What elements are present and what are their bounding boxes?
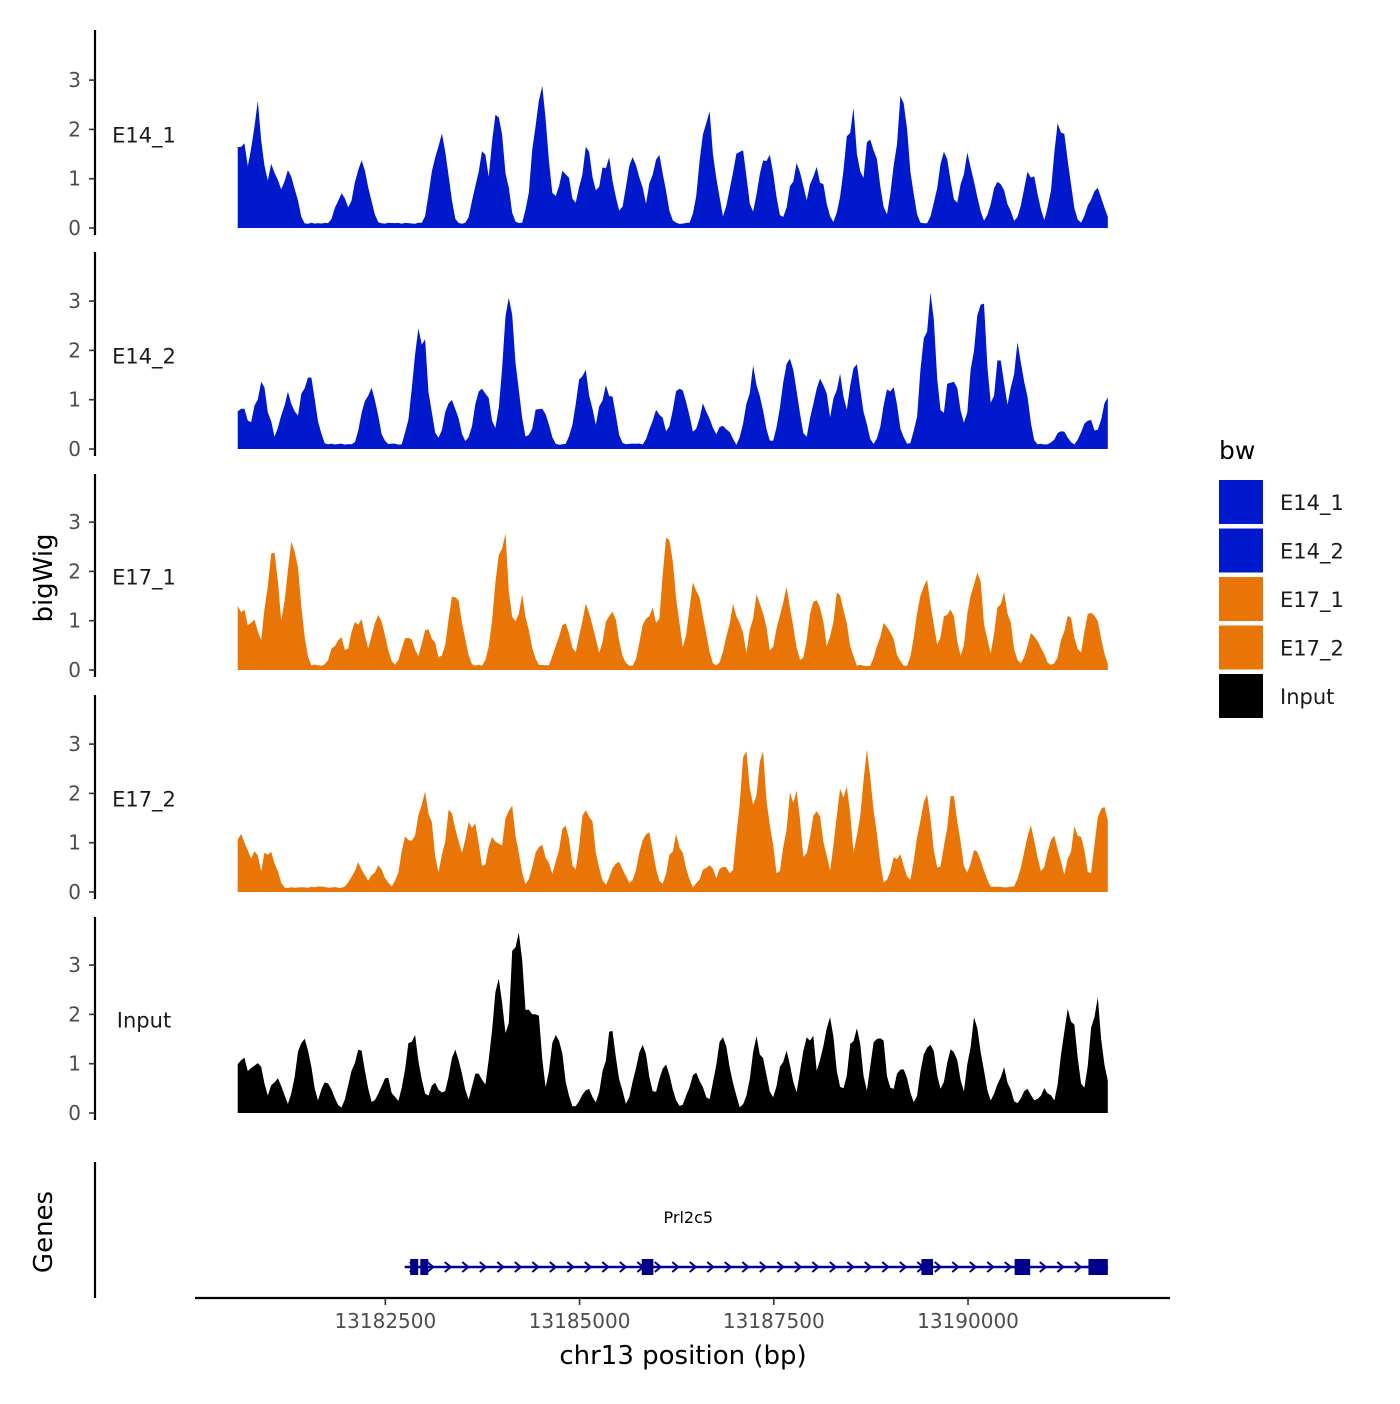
- legend-swatch-Input: [1219, 674, 1263, 718]
- strand-arrow: [741, 1261, 750, 1273]
- exon: [1014, 1259, 1031, 1275]
- strand-arrow: [846, 1261, 855, 1273]
- track-panel-E17_1: 0 1 2 3 E17_1: [68, 474, 1108, 682]
- strand-arrow: [444, 1261, 453, 1273]
- legend: E14_1 E14_2 E17_1 E17_2 Input: [1219, 480, 1344, 718]
- track-panel-E14_1: 0 1 2 3 E14_1: [68, 30, 1108, 240]
- strand-arrow: [549, 1261, 558, 1273]
- track-panel-E17_2: 0 1 2 3 E17_2: [68, 695, 1108, 904]
- strand-arrow: [1004, 1261, 1013, 1273]
- y-axis-title: bigWig: [29, 533, 59, 622]
- y-tick-label: 2: [68, 781, 81, 805]
- track-panel-E14_2: 0 1 2 3 E14_2: [68, 252, 1108, 461]
- exon: [410, 1259, 419, 1275]
- y-tick-label: 0: [68, 880, 81, 904]
- strand-arrow: [654, 1261, 663, 1273]
- signal-area-E14_1: [237, 86, 1108, 228]
- signal-area-E14_2: [237, 292, 1108, 449]
- legend-label-E17_2: E17_2: [1280, 637, 1344, 662]
- genes-axis-title: Genes: [29, 1191, 59, 1273]
- legend-swatch-E17_2: [1219, 625, 1263, 670]
- strand-arrow: [811, 1261, 820, 1273]
- y-tick-label: 0: [68, 658, 81, 682]
- strand-arrow: [759, 1261, 768, 1273]
- y-tick-label: 1: [68, 167, 81, 191]
- strand-arrow: [776, 1261, 785, 1273]
- legend-label-Input: Input: [1280, 685, 1334, 709]
- strand-arrow: [1056, 1261, 1065, 1273]
- strand-arrow: [706, 1261, 715, 1273]
- exon: [921, 1259, 934, 1275]
- y-tick-label: 1: [68, 831, 81, 855]
- legend-swatch-E17_1: [1219, 577, 1263, 621]
- legend-title: bw: [1219, 436, 1255, 465]
- strand-arrow: [514, 1261, 523, 1273]
- strand-arrow: [986, 1261, 995, 1273]
- track-label-E14_1: E14_1: [112, 123, 176, 148]
- strand-arrow: [531, 1261, 540, 1273]
- y-tick-label: 1: [68, 388, 81, 412]
- track-label-E17_2: E17_2: [112, 787, 176, 812]
- strand-arrow: [461, 1261, 470, 1273]
- y-tick-label: 2: [68, 1002, 81, 1026]
- y-tick-label: 2: [68, 117, 81, 141]
- track-label-E14_2: E14_2: [112, 344, 176, 369]
- strand-arrow: [619, 1261, 628, 1273]
- y-tick-label: 1: [68, 1052, 81, 1076]
- x-tick-label: 13190000: [917, 1309, 1019, 1333]
- strand-arrow: [951, 1261, 960, 1273]
- strand-arrow: [794, 1261, 803, 1273]
- signal-area-Input: [237, 932, 1108, 1113]
- gene-label: Prl2c5: [664, 1208, 714, 1227]
- strand-arrow: [671, 1261, 680, 1273]
- track-label-Input: Input: [117, 1008, 171, 1032]
- track-label-E17_1: E17_1: [112, 565, 176, 590]
- strand-arrow: [899, 1261, 908, 1273]
- exon: [420, 1259, 429, 1275]
- exon: [641, 1259, 654, 1275]
- y-tick-label: 0: [68, 216, 81, 240]
- x-axis-title: chr13 position (bp): [559, 1341, 806, 1371]
- track-panel-Input: 0 1 2 3 Input: [68, 917, 1108, 1125]
- y-tick-label: 0: [68, 437, 81, 461]
- y-tick-label: 2: [68, 559, 81, 583]
- legend-label-E14_2: E14_2: [1280, 540, 1344, 565]
- y-tick-label: 1: [68, 609, 81, 633]
- legend-label-E17_1: E17_1: [1280, 588, 1344, 613]
- legend-label-E14_1: E14_1: [1280, 491, 1344, 516]
- x-tick-label: 13187500: [723, 1309, 825, 1333]
- x-tick-label: 13182500: [334, 1309, 436, 1333]
- strand-arrow: [1074, 1261, 1083, 1273]
- y-tick-label: 3: [68, 732, 81, 756]
- x-tick-label: 13185000: [529, 1309, 631, 1333]
- y-tick-label: 3: [68, 68, 81, 92]
- y-tick-label: 3: [68, 953, 81, 977]
- legend-swatch-E14_2: [1219, 528, 1263, 573]
- strand-arrow: [829, 1261, 838, 1273]
- strand-arrow: [1039, 1261, 1048, 1273]
- exon: [1088, 1259, 1108, 1275]
- strand-arrow: [584, 1261, 593, 1273]
- strand-arrow: [934, 1261, 943, 1273]
- y-tick-label: 2: [68, 338, 81, 362]
- strand-arrow: [881, 1261, 890, 1273]
- legend-swatch-E14_1: [1219, 480, 1263, 524]
- strand-arrow: [479, 1261, 488, 1273]
- signal-area-E17_1: [237, 533, 1108, 670]
- strand-arrow: [864, 1261, 873, 1273]
- strand-arrow: [601, 1261, 610, 1273]
- y-tick-label: 3: [68, 510, 81, 534]
- signal-area-E17_2: [237, 749, 1108, 892]
- y-tick-label: 3: [68, 289, 81, 313]
- strand-arrow: [426, 1261, 435, 1273]
- gene-Prl2c5: Prl2c5: [404, 1208, 1108, 1275]
- strand-arrow: [689, 1261, 698, 1273]
- strand-arrow: [496, 1261, 505, 1273]
- strand-arrow: [969, 1261, 978, 1273]
- strand-arrow: [566, 1261, 575, 1273]
- y-tick-label: 0: [68, 1101, 81, 1125]
- strand-arrow: [724, 1261, 733, 1273]
